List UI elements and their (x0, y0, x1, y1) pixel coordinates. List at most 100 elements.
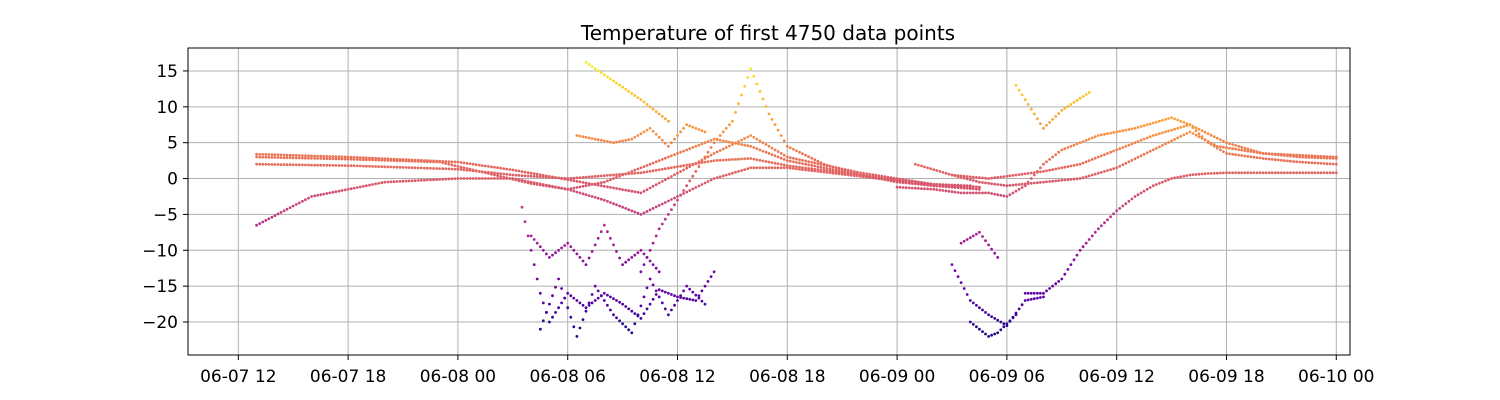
data-point (599, 197, 603, 201)
data-point (1011, 174, 1015, 177)
data-point (599, 181, 603, 185)
data-point (267, 217, 271, 221)
data-point (987, 243, 990, 247)
data-point (657, 227, 661, 231)
data-point (1060, 109, 1064, 112)
data-point (572, 176, 576, 180)
data-point (740, 138, 743, 142)
data-point (1280, 171, 1283, 175)
data-point (523, 220, 527, 224)
data-point (1170, 116, 1173, 119)
data-point (978, 187, 981, 191)
data-point (691, 163, 695, 167)
data-point (1002, 175, 1006, 179)
data-point (334, 190, 338, 194)
data-point (456, 177, 460, 180)
data-point (1176, 176, 1180, 179)
data-point (511, 177, 515, 180)
data-point (1121, 146, 1125, 149)
data-point (499, 166, 502, 170)
data-point (1133, 195, 1137, 198)
data-point (718, 149, 722, 152)
x-tick-label: 06-09 06 (969, 367, 1045, 387)
data-point (1154, 120, 1158, 124)
point-series (538, 277, 707, 338)
data-point (261, 155, 265, 159)
data-point (362, 164, 365, 168)
data-point (279, 211, 283, 214)
data-point (1020, 186, 1024, 189)
data-point (282, 156, 286, 160)
data-point (1191, 173, 1195, 177)
data-point (709, 146, 713, 149)
data-point (1011, 183, 1015, 187)
data-point (1136, 155, 1140, 159)
data-point (1304, 154, 1308, 157)
data-point (551, 184, 554, 188)
data-point (1188, 173, 1192, 177)
data-point (670, 154, 673, 158)
data-point (1255, 171, 1259, 175)
y-tick-label: −10 (142, 241, 178, 261)
data-point (502, 167, 506, 171)
data-point (795, 165, 798, 169)
data-point (609, 77, 612, 81)
data-point (645, 307, 649, 311)
data-point (1276, 158, 1280, 162)
data-point (773, 166, 777, 170)
data-point (1045, 169, 1048, 173)
data-point (1222, 139, 1225, 143)
data-point (865, 172, 868, 176)
data-point (480, 177, 484, 180)
data-point (685, 284, 689, 288)
data-point (685, 184, 689, 188)
data-point (1334, 155, 1338, 159)
data-point (456, 167, 460, 171)
data-point (310, 156, 313, 160)
data-point (264, 219, 268, 222)
data-point (767, 144, 771, 148)
data-point (1307, 161, 1311, 165)
data-point (606, 199, 609, 203)
data-point (319, 163, 323, 167)
data-point (548, 302, 551, 306)
data-point (1084, 160, 1088, 164)
data-point (1170, 177, 1173, 180)
data-point (511, 168, 515, 172)
data-point (981, 330, 984, 333)
data-point (624, 188, 628, 192)
data-point (575, 134, 579, 137)
data-point (615, 173, 618, 177)
data-point (569, 188, 573, 192)
data-point (758, 158, 762, 162)
data-point (1063, 107, 1067, 110)
data-point (444, 167, 448, 171)
data-point (599, 174, 603, 178)
data-point (673, 173, 676, 177)
data-point (606, 179, 609, 183)
data-point (715, 150, 719, 154)
data-point (584, 135, 588, 139)
data-point (413, 159, 417, 163)
data-point (1273, 171, 1277, 175)
data-point (1081, 161, 1085, 165)
data-point (813, 164, 817, 168)
data-point (1194, 126, 1198, 130)
data-point (490, 177, 493, 180)
data-point (1176, 136, 1180, 140)
data-point (566, 178, 570, 182)
data-point (255, 155, 258, 159)
data-point (929, 167, 932, 171)
data-point (965, 238, 969, 241)
data-point (1270, 171, 1274, 175)
data-point (1057, 167, 1061, 170)
data-point (609, 178, 612, 182)
data-point (731, 171, 734, 175)
data-point (1097, 155, 1100, 159)
data-point (798, 165, 801, 169)
data-point (1072, 258, 1076, 262)
data-point (755, 158, 759, 162)
y-tick-label: −20 (142, 313, 178, 333)
data-point (423, 166, 426, 170)
